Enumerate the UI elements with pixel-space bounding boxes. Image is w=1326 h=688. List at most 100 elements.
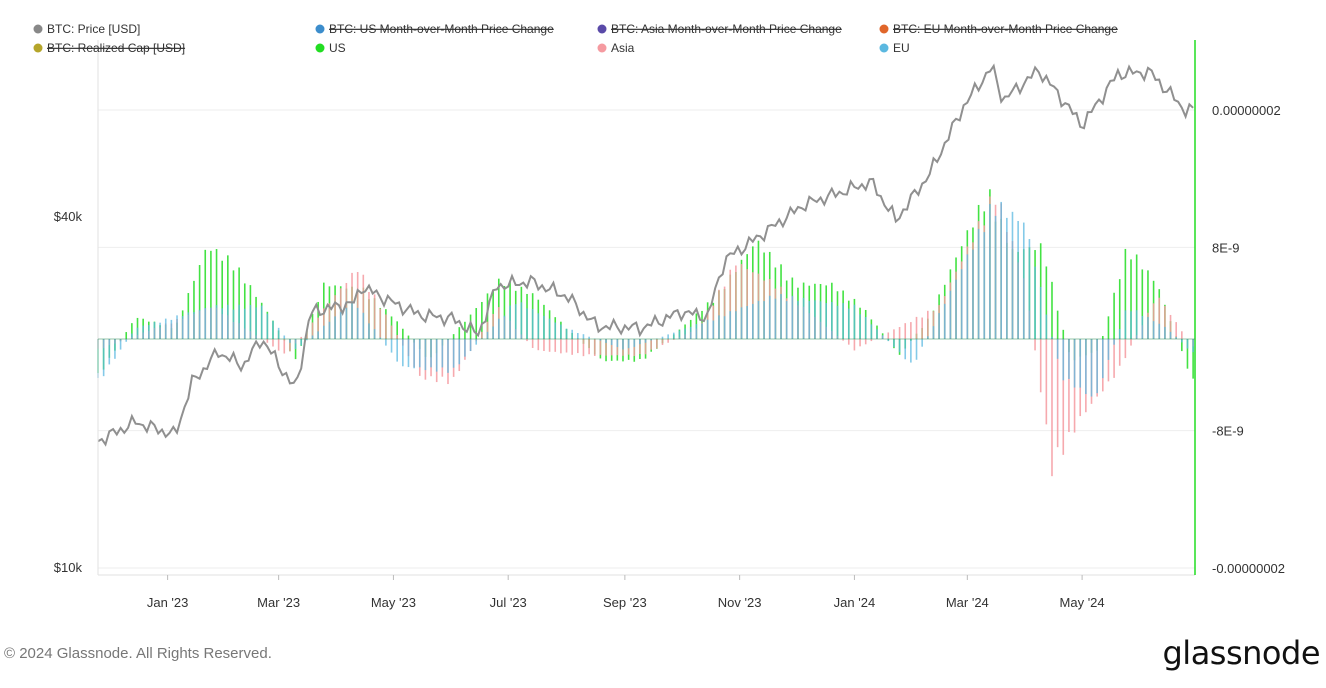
bar-asia — [289, 339, 291, 352]
bar-eu — [678, 330, 681, 339]
bar-us — [1102, 336, 1104, 339]
bar-asia — [390, 325, 393, 339]
bar-eu — [210, 307, 212, 339]
bar-asia — [1045, 339, 1048, 425]
bar-asia — [1130, 339, 1132, 346]
bar-eu — [1039, 286, 1042, 339]
bar-eu — [390, 339, 393, 353]
bar-us — [232, 270, 235, 339]
bar-eu — [1017, 220, 1019, 339]
bar-eu — [356, 307, 359, 339]
left-tick-label: $10k — [54, 560, 83, 575]
bar-asia — [300, 336, 303, 339]
bar-eu — [514, 304, 517, 339]
bar-eu — [1022, 222, 1025, 339]
bar-asia — [323, 308, 325, 339]
bar-asia — [661, 339, 664, 346]
bar-eu — [503, 315, 506, 339]
bar-asia — [723, 286, 726, 339]
bar-eu — [447, 339, 449, 373]
bar-eu — [955, 279, 957, 339]
bar-asia — [870, 339, 873, 342]
bar-asia — [571, 339, 573, 355]
bar-us — [227, 255, 229, 339]
bar-eu — [526, 308, 528, 339]
bar-asia — [554, 339, 557, 352]
legend-label: BTC: US Month-over-Month Price Change — [329, 22, 554, 36]
bar-asia — [311, 322, 314, 339]
bar-eu — [633, 339, 636, 347]
legend-label: BTC: Realized Cap [USD] — [47, 41, 185, 55]
bar-eu — [1102, 339, 1104, 379]
bar-eu — [588, 336, 590, 339]
bar-eu — [1056, 339, 1059, 359]
bar-eu — [537, 313, 540, 339]
bar-us — [1135, 254, 1138, 339]
bar-eu — [1107, 339, 1110, 360]
bar-eu — [847, 308, 850, 339]
bar-eu — [1118, 328, 1121, 339]
bar-asia — [565, 339, 568, 353]
bar-asia — [718, 289, 720, 339]
bar-asia — [1051, 339, 1053, 477]
bar-us — [198, 265, 201, 339]
legend-label: Asia — [611, 41, 635, 55]
bar-us — [1124, 248, 1127, 339]
bar-eu — [243, 308, 246, 339]
bar-us — [469, 314, 472, 339]
bar-eu — [560, 324, 562, 339]
bar-eu — [131, 333, 133, 339]
bar-eu — [774, 298, 777, 339]
bar-asia — [560, 339, 562, 354]
bar-asia — [379, 308, 382, 339]
bar-eu — [864, 316, 867, 339]
bar-eu — [108, 339, 111, 365]
bar-eu — [887, 339, 890, 342]
x-tick-label: Nov '23 — [718, 595, 762, 610]
legend-marker — [597, 24, 607, 34]
bar-eu — [1130, 311, 1132, 339]
bar-eu — [802, 297, 805, 339]
bar-eu — [960, 269, 963, 339]
bar-eu — [368, 323, 370, 339]
bar-eu — [684, 328, 686, 339]
bar-eu — [927, 336, 929, 339]
bar-asia — [1181, 331, 1183, 339]
x-tick-label: May '24 — [1060, 595, 1105, 610]
bar-asia — [740, 264, 743, 339]
bar-eu — [695, 324, 698, 339]
bar-eu — [932, 326, 935, 339]
bar-eu — [904, 339, 907, 360]
bar-us — [210, 250, 212, 339]
x-tick-label: Jan '23 — [147, 595, 189, 610]
bar-asia — [1039, 339, 1042, 393]
bar-asia — [385, 314, 387, 339]
legend-marker — [33, 43, 43, 53]
bar-eu — [548, 318, 551, 339]
bar-eu — [187, 312, 190, 339]
bar-asia — [577, 339, 579, 354]
bar-eu — [797, 300, 799, 339]
bar-eu — [300, 339, 303, 346]
bar-asia — [593, 339, 596, 356]
bar-eu — [723, 316, 726, 339]
bar-eu — [306, 339, 308, 341]
right-tick-label: 0.00000002 — [1212, 103, 1281, 118]
bar-eu — [994, 215, 997, 339]
bar-asia — [667, 339, 669, 343]
x-tick-label: Mar '23 — [257, 595, 300, 610]
bar-eu — [667, 334, 669, 339]
bar-eu — [452, 339, 455, 368]
bar-eu — [204, 307, 207, 339]
bar-eu — [1034, 266, 1036, 339]
bar-eu — [464, 339, 466, 357]
bar-eu — [1186, 339, 1189, 349]
bar-us — [402, 328, 404, 339]
bar-eu — [339, 311, 342, 339]
bar-asia — [543, 339, 545, 351]
bar-asia — [266, 339, 269, 343]
bar-eu — [780, 294, 782, 339]
bar-eu — [441, 339, 444, 368]
bar-eu — [1006, 217, 1008, 339]
bar-eu — [1085, 339, 1087, 395]
